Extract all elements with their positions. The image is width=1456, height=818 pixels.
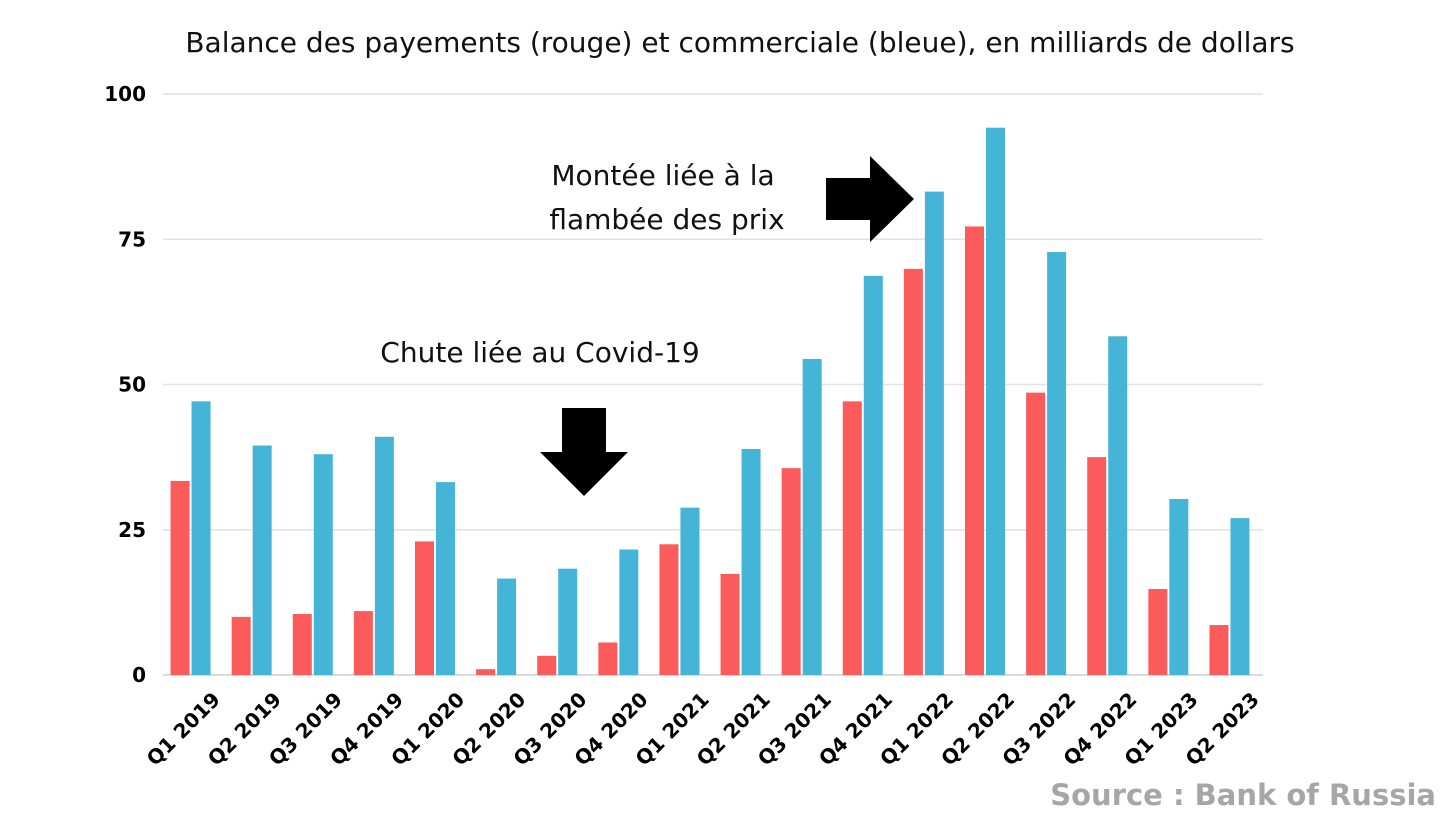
bar-balance-payments [353, 611, 373, 675]
bar-balance-payments [720, 573, 740, 675]
bar-trade-balance [924, 191, 944, 675]
bar-balance-payments [965, 226, 984, 675]
bar-trade-balance [619, 549, 639, 675]
bar-trade-balance [497, 578, 517, 675]
bar-balance-payments [537, 655, 557, 675]
bar-trade-balance [986, 127, 1005, 675]
bar-balance-payments [781, 468, 801, 675]
bar-trade-balance [191, 401, 211, 675]
y-axis-ticks: 0 25 50 75 100 [104, 82, 146, 687]
annotation-price-surge-line-1: Montée liée à la [551, 159, 774, 192]
y-tick-label: 25 [118, 518, 146, 542]
arrow-down-icon [540, 408, 628, 496]
bar-trade-balance [802, 358, 822, 675]
bar-balance-payments [903, 268, 923, 675]
bar-balance-payments [231, 616, 251, 675]
bar-trade-balance [1047, 252, 1067, 676]
annotation-covid-drop-line-1: Chute liée au Covid-19 [380, 336, 699, 369]
arrow-right-icon [826, 156, 914, 242]
bar-balance-payments [598, 642, 618, 675]
bar-balance-payments [415, 541, 434, 675]
bar-balance-payments [1209, 625, 1229, 675]
annotation-covid-drop: Chute liée au Covid-19 [380, 336, 700, 496]
y-tick-label: 100 [104, 82, 146, 106]
source-label: Source : Bank of Russia [1050, 778, 1436, 812]
bar-balance-payments [476, 669, 496, 675]
bar-trade-balance [558, 568, 578, 675]
bar-trade-balance [863, 275, 883, 675]
bar-trade-balance [1108, 336, 1128, 675]
bar-trade-balance [1169, 498, 1189, 675]
bar-trade-balance [252, 445, 272, 675]
bars [170, 127, 1250, 676]
y-tick-label: 75 [118, 227, 146, 251]
gridlines [163, 93, 1263, 676]
bar-balance-payments [1148, 589, 1168, 675]
bar-trade-balance [374, 436, 394, 675]
annotation-price-surge-line-2: flambée des prix [549, 203, 784, 236]
annotation-price-surge: Montée liée à la flambée des prix [549, 156, 914, 242]
bar-balance-payments [170, 480, 190, 675]
bar-trade-balance [680, 507, 700, 675]
bar-balance-payments [292, 613, 312, 675]
y-tick-label: 50 [118, 373, 146, 397]
y-tick-label: 0 [132, 663, 146, 687]
bar-balance-payments [659, 544, 679, 675]
bar-trade-balance [741, 448, 761, 675]
bar-trade-balance [1230, 518, 1250, 675]
bar-balance-payments [1026, 392, 1046, 675]
bar-balance-payments [1087, 457, 1107, 675]
chart-title: Balance des payements (rouge) et commerc… [185, 26, 1294, 59]
bar-trade-balance [436, 482, 455, 675]
bar-balance-payments [842, 401, 862, 675]
bar-trade-balance [313, 454, 333, 675]
